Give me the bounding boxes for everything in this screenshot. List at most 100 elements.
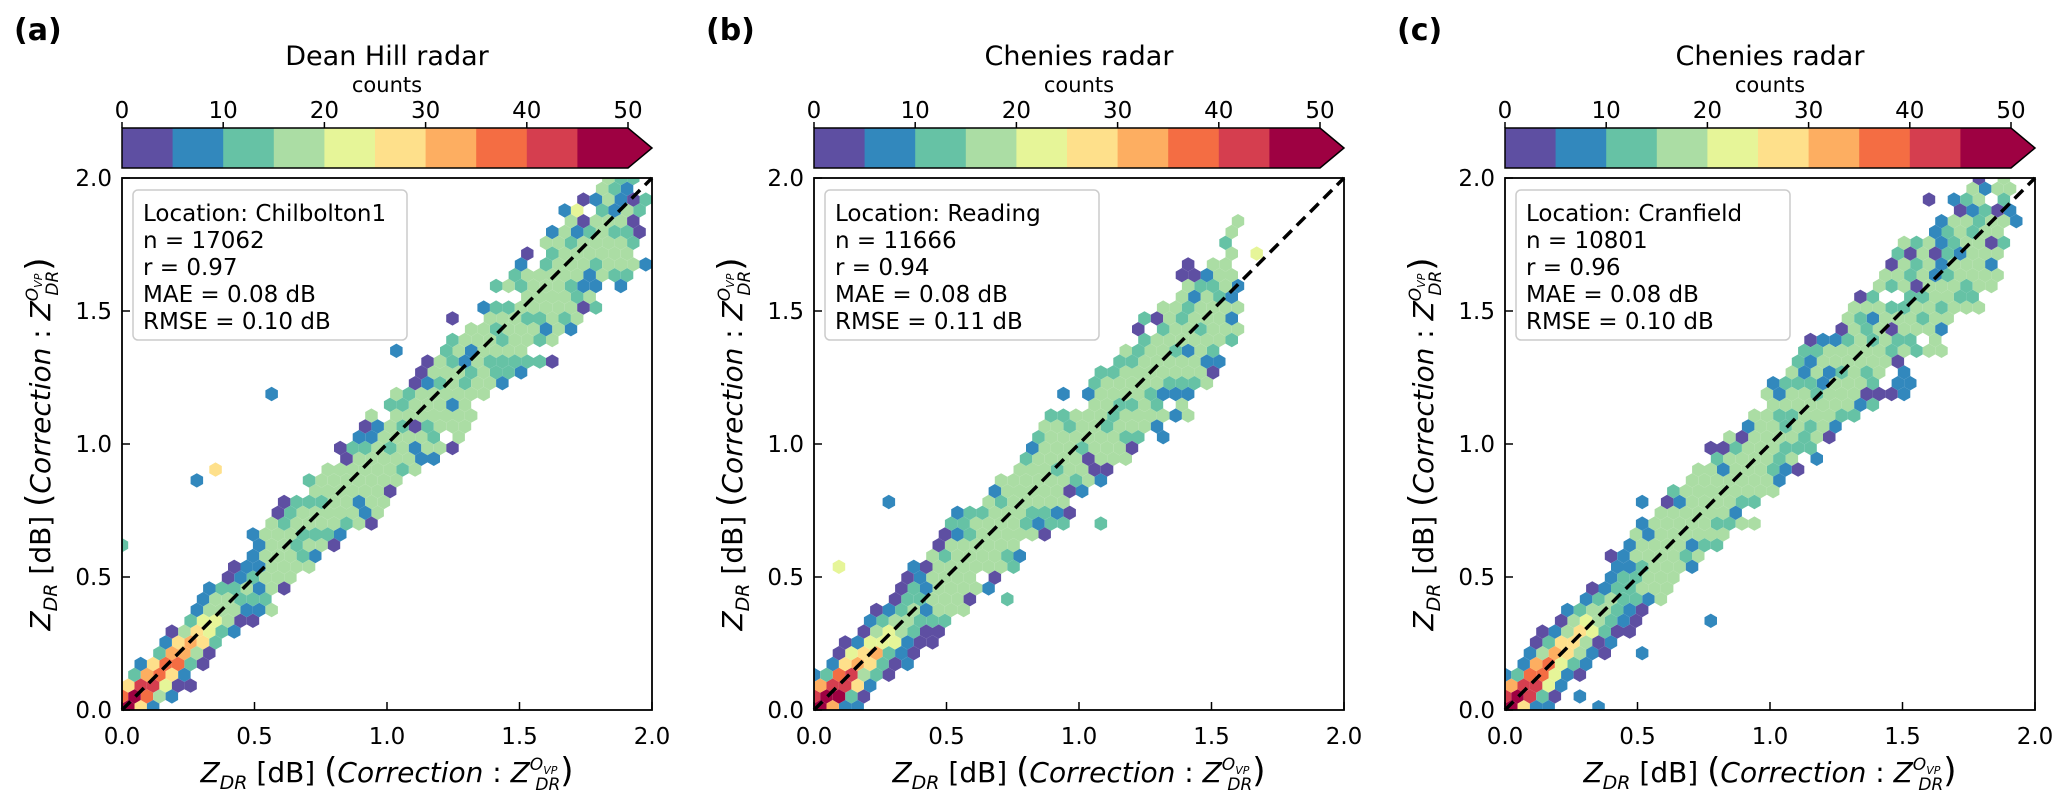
- colorbar-bin: [273, 128, 325, 168]
- hexbin: [1698, 473, 1711, 488]
- hexbin: [1904, 332, 1917, 348]
- hexbin: [153, 646, 166, 661]
- hexbin: [383, 484, 397, 499]
- hexbin: [1548, 689, 1562, 704]
- hexbin: [1567, 613, 1580, 628]
- hexbin: [1623, 624, 1636, 639]
- x-tick-label: 1.5: [1193, 724, 1230, 750]
- hexbin: [1586, 602, 1599, 618]
- hexbin: [321, 484, 334, 499]
- hexbin: [1798, 343, 1811, 358]
- hexbin: [1760, 430, 1774, 445]
- hexbin: [1150, 397, 1164, 412]
- hexbin: [1966, 181, 1979, 196]
- hexbin: [1692, 548, 1705, 564]
- hexbin: [1773, 386, 1786, 402]
- hexbin: [315, 473, 328, 488]
- hexbin: [627, 235, 640, 250]
- hexbin: [1642, 570, 1655, 585]
- hexbin: [932, 559, 945, 574]
- hexbin: [1194, 343, 1207, 358]
- hexbin: [1910, 343, 1923, 358]
- hexbin: [1679, 548, 1693, 564]
- hexbin: [577, 214, 590, 229]
- chart-title: Chenies radar: [1676, 41, 1866, 72]
- colorbar-extend: [1960, 128, 2035, 168]
- hexbin: [1113, 354, 1126, 369]
- hexbin: [1132, 322, 1145, 337]
- hexbin: [265, 516, 278, 531]
- x-tick-label: 2.0: [2017, 724, 2054, 750]
- hexbin: [1542, 635, 1555, 650]
- colorbar-bin: [864, 128, 916, 168]
- hexbin: [277, 581, 291, 596]
- hexbin: [1810, 386, 1823, 402]
- hexbin: [1916, 311, 1929, 326]
- hexbin: [265, 581, 278, 596]
- hexbin: [539, 322, 553, 337]
- hexbin: [558, 246, 571, 261]
- hexbin: [365, 430, 378, 445]
- hexbin: [1966, 246, 1979, 261]
- hexbin: [620, 246, 634, 261]
- hexbin: [452, 408, 465, 423]
- hexbin: [446, 440, 459, 456]
- hexbin: [1119, 451, 1132, 466]
- hexbin: [1181, 386, 1195, 402]
- hexbin: [228, 602, 241, 618]
- x-tick-label: 0.5: [236, 724, 273, 750]
- hexbin: [1748, 430, 1761, 445]
- hexbin: [340, 451, 353, 466]
- hexbin: [895, 581, 908, 596]
- hexbin: [627, 257, 640, 272]
- hexbin: [1113, 419, 1126, 434]
- hexbin: [1648, 538, 1661, 553]
- hexbin: [1200, 332, 1214, 348]
- colorbar-tick-label: 20: [1002, 98, 1031, 124]
- hexbin: [1007, 538, 1020, 553]
- hexbin: [963, 592, 977, 607]
- hexbin: [1897, 235, 1911, 250]
- hexbin: [1188, 289, 1201, 304]
- hexbin: [1704, 613, 1717, 628]
- hexbin: [1069, 430, 1083, 445]
- hexbin: [165, 646, 179, 661]
- hexbin: [246, 592, 260, 607]
- hexbin: [1985, 278, 1998, 294]
- hexbin: [1872, 343, 1886, 358]
- hexbin: [938, 527, 952, 542]
- hexbin: [209, 613, 222, 628]
- hexbin: [1026, 505, 1039, 520]
- hexbin: [870, 667, 883, 682]
- hexbin: [1156, 300, 1170, 315]
- hexbin: [1704, 440, 1717, 456]
- hexbin: [602, 257, 615, 272]
- hexbin: [1685, 494, 1699, 510]
- hexbin: [496, 376, 509, 391]
- hexbin: [957, 581, 970, 596]
- hexbin: [514, 278, 528, 294]
- hexbin: [340, 494, 353, 510]
- hexbin: [539, 235, 553, 250]
- hexbin: [1175, 397, 1189, 412]
- hexbin: [159, 678, 172, 693]
- hexbin: [2010, 214, 2023, 229]
- hexbin: [1119, 365, 1132, 380]
- hexbin: [1866, 354, 1880, 369]
- colorbar-bin: [814, 128, 866, 168]
- hexbin: [1573, 689, 1587, 704]
- hexbin: [221, 570, 235, 585]
- hexbin: [240, 559, 253, 574]
- hexbin: [1001, 484, 1014, 499]
- hexbin: [1536, 646, 1549, 661]
- colorbar-bin: [1909, 128, 1961, 168]
- hexbin: [944, 538, 958, 553]
- hexbin: [1916, 289, 1929, 304]
- hexbin: [408, 397, 422, 412]
- hexbin: [315, 538, 328, 553]
- hexbin: [1623, 538, 1636, 553]
- hexbin: [614, 178, 628, 186]
- hexbin: [259, 527, 272, 542]
- hexbin: [1206, 365, 1220, 380]
- colorbar-tick-label: 0: [1498, 98, 1513, 124]
